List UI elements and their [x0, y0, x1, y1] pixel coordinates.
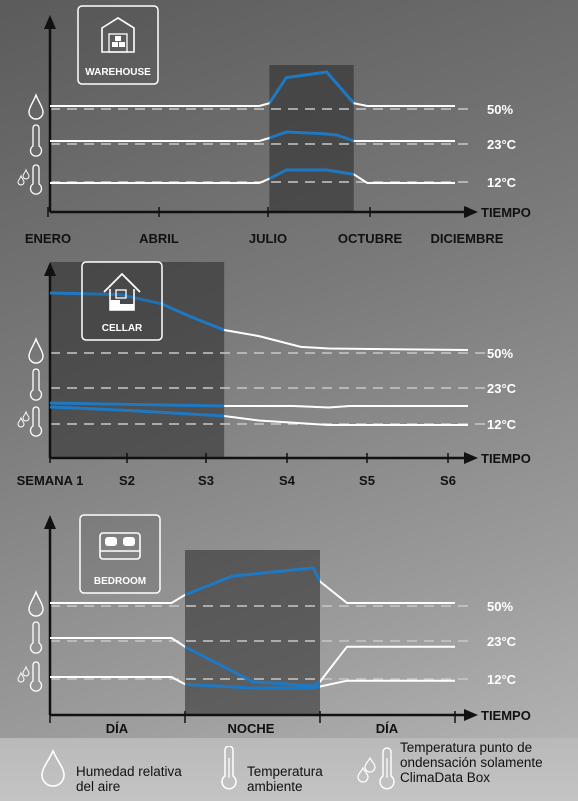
x-axis-arrow: [464, 206, 478, 218]
level-label: 50%: [487, 599, 513, 614]
thermometer-icon: [29, 124, 43, 157]
thermometer-icon: [29, 368, 43, 401]
x-tick-label: SEMANA 1: [17, 473, 84, 488]
series-line-ambient-highlight: [50, 401, 225, 408]
x-tick-label: ENERO: [25, 231, 71, 246]
level-label: 23°C: [487, 634, 517, 649]
level-label: 23°C: [487, 381, 517, 396]
series-line-humidity-highlight: [269, 70, 354, 105]
shaded-period: [269, 65, 354, 212]
x-tick-label: S5: [359, 473, 375, 488]
drop-icon: [28, 590, 44, 617]
x-tick-label: OCTUBRE: [338, 231, 403, 246]
dew-drop-icon: [22, 410, 30, 422]
level-label: 12°C: [487, 417, 517, 432]
thermometer-icon: [29, 621, 43, 654]
x-axis-title: TIEMPO: [481, 708, 531, 723]
x-axis-title: TIEMPO: [481, 205, 531, 220]
dew-drop-icon: [17, 416, 25, 428]
level-label: 50%: [487, 346, 513, 361]
dew-drop-icon: [17, 671, 25, 683]
series-line-humidity-highlight: [185, 566, 320, 597]
crate: [119, 42, 125, 47]
x-axis-title: TIEMPO: [481, 451, 531, 466]
icon-frame: [81, 261, 163, 341]
chart-cellar: TIEMPO SEMANA 1 S2 S3 S4 S5 S6 50% 23°C 12°C CELLA…: [17, 261, 531, 488]
bed-frame: [99, 532, 141, 560]
roof-shape: [103, 272, 141, 293]
thermometer-icon: [221, 746, 237, 790]
legend-humidity-line2: del aire: [76, 779, 121, 794]
dewpoint-icon: [357, 747, 395, 790]
series-line-dewpoint: [50, 169, 455, 184]
crate: [115, 36, 121, 41]
legend-ambient-line1: Temperatura: [247, 764, 323, 779]
x-tick-label: ABRIL: [139, 231, 179, 246]
dewpoint-thermometer-icon: [29, 406, 43, 437]
y-axis-arrow: [44, 15, 56, 29]
series-line-ambient: [50, 130, 455, 142]
series-line-dewpoint-highlight: [50, 405, 225, 418]
legend: Humedad relativa del aire Temperatura am…: [0, 738, 578, 801]
x-tick-label: S6: [440, 473, 456, 488]
legend-dewpoint-line2: ondensación solamente: [400, 755, 543, 770]
cellar-icon: CELLAR: [81, 261, 163, 341]
cellar-step: [120, 304, 134, 310]
legend-ambient-line2: ambiente: [247, 779, 303, 794]
drop-icon: [41, 749, 65, 787]
icon-label: BEDROOM: [94, 576, 146, 587]
dewpoint-thermometer-icon: [29, 661, 43, 692]
drop-icon: [28, 93, 44, 120]
x-axis-arrow: [464, 452, 478, 464]
warehouse-door: [108, 33, 128, 53]
icon-label: WAREHOUSE: [85, 67, 151, 78]
x-tick-label: S3: [198, 473, 214, 488]
x-tick-label: DÍA: [106, 721, 129, 736]
level-label: 50%: [487, 102, 513, 117]
y-axis-arrow: [44, 262, 56, 276]
bedroom-icon: BEDROOM: [79, 514, 161, 594]
y-axis-arrow: [44, 515, 56, 529]
crate: [112, 42, 118, 47]
level-label: 12°C: [487, 175, 517, 190]
pillow: [123, 537, 135, 546]
icon-label: CELLAR: [102, 323, 143, 334]
chart-bedroom: TIEMPO DÍA NOCHE DÍA 50% 23°C 12°C BEDROOM: [17, 514, 531, 736]
dewpoint-thermometer-icon: [29, 164, 43, 195]
warehouse-shape: [101, 17, 135, 53]
cellar-step: [110, 300, 120, 310]
series-line-ambient-highlight: [185, 644, 320, 688]
x-tick-label: DÍA: [376, 721, 399, 736]
pillow: [105, 537, 117, 546]
series-line-ambient-highlight: [269, 130, 354, 143]
series-line-dewpoint-highlight: [185, 682, 320, 690]
chart-warehouse: TIEMPO ENERO ABRIL JULIO OCTUBRE DICIEMBRE 50%…: [17, 5, 531, 246]
legend-dewpoint-line3: ClimaData Box: [400, 770, 491, 785]
x-tick-label: DICIEMBRE: [431, 231, 504, 246]
dew-drop-icon: [22, 168, 30, 180]
window-shape: [115, 289, 127, 299]
series-line-dewpoint-highlight: [269, 168, 354, 181]
level-label: 12°C: [487, 672, 517, 687]
legend-dewpoint-line1: Temperatura punto de: [400, 740, 533, 755]
x-tick-label: NOCHE: [228, 721, 275, 736]
warehouse-icon: WAREHOUSE: [77, 5, 159, 85]
dew-drop-icon: [17, 174, 25, 186]
x-tick-label: S2: [119, 473, 135, 488]
x-tick-label: JULIO: [249, 231, 287, 246]
charts-svg: TIEMPO ENERO ABRIL JULIO OCTUBRE DICIEMBRE 50%…: [17, 5, 531, 736]
legend-humidity-line1: Humedad relativa: [76, 764, 182, 779]
x-tick-label: S4: [279, 473, 296, 488]
drop-icon: [28, 337, 44, 364]
level-label: 23°C: [487, 137, 517, 152]
x-axis-arrow: [464, 709, 478, 721]
dew-drop-icon: [22, 665, 30, 677]
